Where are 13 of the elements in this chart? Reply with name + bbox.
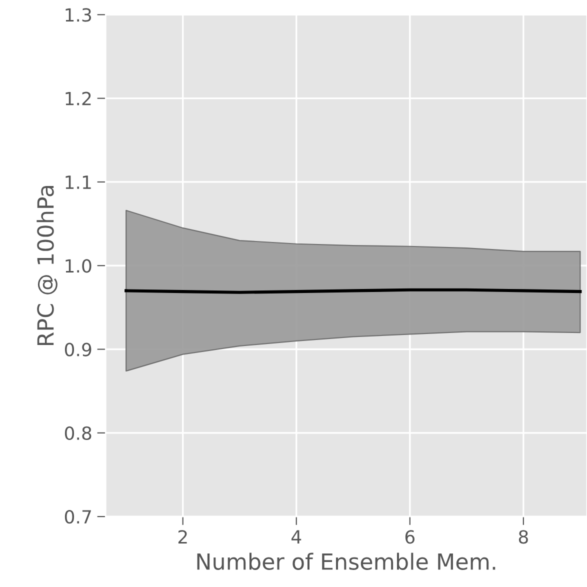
y-tick-label: 1.1 xyxy=(66,176,91,189)
y-axis-title: RPC @ 100hPa xyxy=(36,186,58,346)
x-tick-label: 6 xyxy=(405,530,415,544)
x-tick-label: 8 xyxy=(518,530,528,544)
y-tick-label: 0.9 xyxy=(64,342,92,356)
y-tick-label: 1.0 xyxy=(66,259,92,273)
y-tick-label: 0.7 xyxy=(64,510,91,524)
x-axis-title: Number of Ensemble Mem. xyxy=(197,552,496,570)
y-tick-label: 1.2 xyxy=(66,92,91,106)
y-tick-label: 0.8 xyxy=(64,426,92,440)
y-tick-label: 1.3 xyxy=(66,8,92,22)
x-tick-label: 4 xyxy=(292,530,302,544)
x-tick-label: 2 xyxy=(178,530,187,544)
